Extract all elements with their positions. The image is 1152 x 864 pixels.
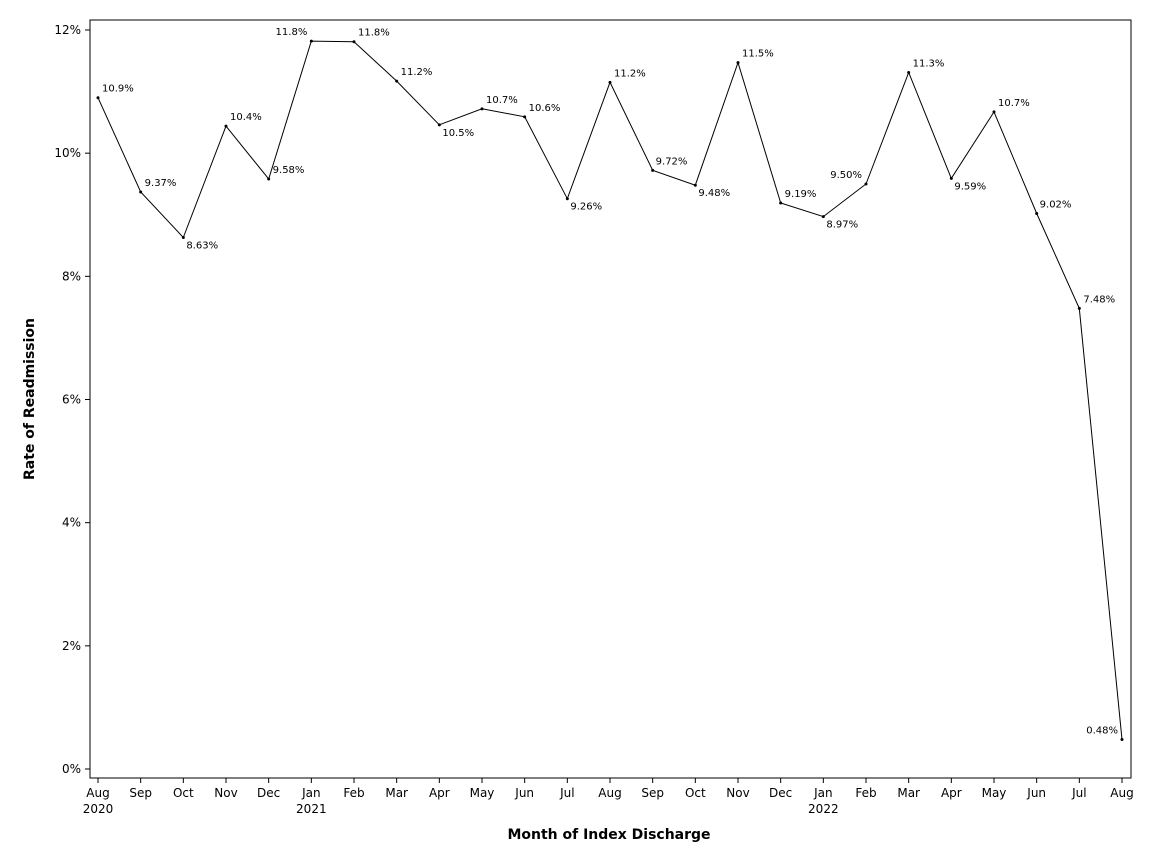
y-tick-label: 10% [54,146,81,160]
y-tick-label: 12% [54,23,81,37]
data-label: 11.2% [401,67,433,78]
x-tick-label: Sep [641,786,664,800]
x-tick-label: Jul [1071,786,1086,800]
x-tick-label: Mar [385,786,408,800]
x-tick-label: Feb [343,786,364,800]
data-point [224,124,228,128]
data-point [523,115,527,119]
data-label: 10.4% [230,112,262,123]
data-label: 11.8% [358,28,390,39]
data-label-layer: 10.9% 9.37% 8.63% 10.4% 9.58% 11.8% 11.8% 11.2%… [102,27,1118,736]
data-point [651,168,655,172]
x-tick-label: Oct [173,786,194,800]
x-tick-label: Dec [257,786,280,800]
x-tick-label: Jul [559,786,574,800]
data-label: 9.19% [785,189,817,200]
data-label: 10.5% [442,128,474,139]
data-point [821,215,825,219]
data-point [608,80,612,84]
x-tick-label: Mar [897,786,920,800]
data-label: 9.37% [145,178,177,189]
x-year-label: 2022 [808,802,839,816]
y-axis-title: Rate of Readmission [22,318,38,480]
x-tick-label: Dec [769,786,792,800]
x-tick-label: Oct [685,786,706,800]
y-tick-label: 6% [62,393,81,407]
data-point [181,236,185,240]
x-tick-label: Aug [598,786,621,800]
data-point [864,182,868,186]
y-tick-label: 4% [62,516,81,530]
data-label: 10.7% [486,95,518,106]
x-tick-label: Apr [429,786,450,800]
x-tick-label: Jun [1026,786,1046,800]
data-label: 11.8% [276,27,308,38]
x-tick-label: May [982,786,1007,800]
data-label: 11.5% [742,49,774,60]
x-tick-label: Jun [514,786,534,800]
y-tick-label: 8% [62,269,81,283]
data-point [693,183,697,187]
plot-frame [89,19,1132,779]
data-label: 9.02% [1040,200,1072,211]
data-point [96,96,100,100]
data-point [779,201,783,205]
data-point [949,176,953,180]
data-point [139,190,143,194]
data-label: 10.9% [102,84,134,95]
data-label: 9.26% [570,202,602,213]
data-point [352,40,356,44]
data-point [1035,212,1039,216]
data-label: 9.48% [698,188,730,199]
data-label: 9.72% [656,156,688,167]
data-label: 0.48% [1086,725,1118,736]
data-point [992,110,996,114]
data-point [736,61,740,65]
y-tick-label: 0% [62,762,81,776]
data-label: 11.3% [913,58,945,69]
x-axis: Aug 2020 Sep Oct Nov Dec Jan 2021 Feb Mar Apr May Ju… [83,778,1134,816]
data-point [395,79,399,83]
x-year-label: 2020 [83,802,114,816]
x-axis-title: Month of Index Discharge [507,827,710,843]
data-point [1120,737,1124,741]
series-layer [96,39,1124,741]
x-tick-label: Apr [941,786,962,800]
data-point [267,177,271,181]
data-point [565,197,569,201]
data-point [1077,306,1081,310]
x-tick-label: Aug [1110,786,1133,800]
x-tick-label: Sep [129,786,152,800]
data-label: 8.63% [186,241,218,252]
data-point [907,70,911,74]
x-tick-label: Jan [813,786,833,800]
x-tick-label: Nov [726,786,749,800]
data-label: 9.59% [954,181,986,192]
series-line [97,40,1123,740]
y-tick-label: 2% [62,639,81,653]
data-point [309,39,313,43]
x-tick-label: Aug [86,786,109,800]
data-label: 9.50% [830,170,862,181]
data-label: 11.2% [614,68,646,79]
data-label: 8.97% [826,220,858,231]
data-label: 10.6% [529,103,561,114]
x-tick-label: Jan [301,786,321,800]
y-axis: 0% 2% 4% 6% 8% 10% 12% [54,23,90,776]
data-label: 9.58% [273,165,305,176]
x-year-label: 2021 [296,802,327,816]
data-label: 7.48% [1083,294,1115,305]
x-tick-label: May [470,786,495,800]
x-tick-label: Feb [855,786,876,800]
data-point [437,123,441,127]
data-point [480,107,484,111]
data-label: 10.7% [998,98,1030,109]
x-tick-label: Nov [214,786,237,800]
